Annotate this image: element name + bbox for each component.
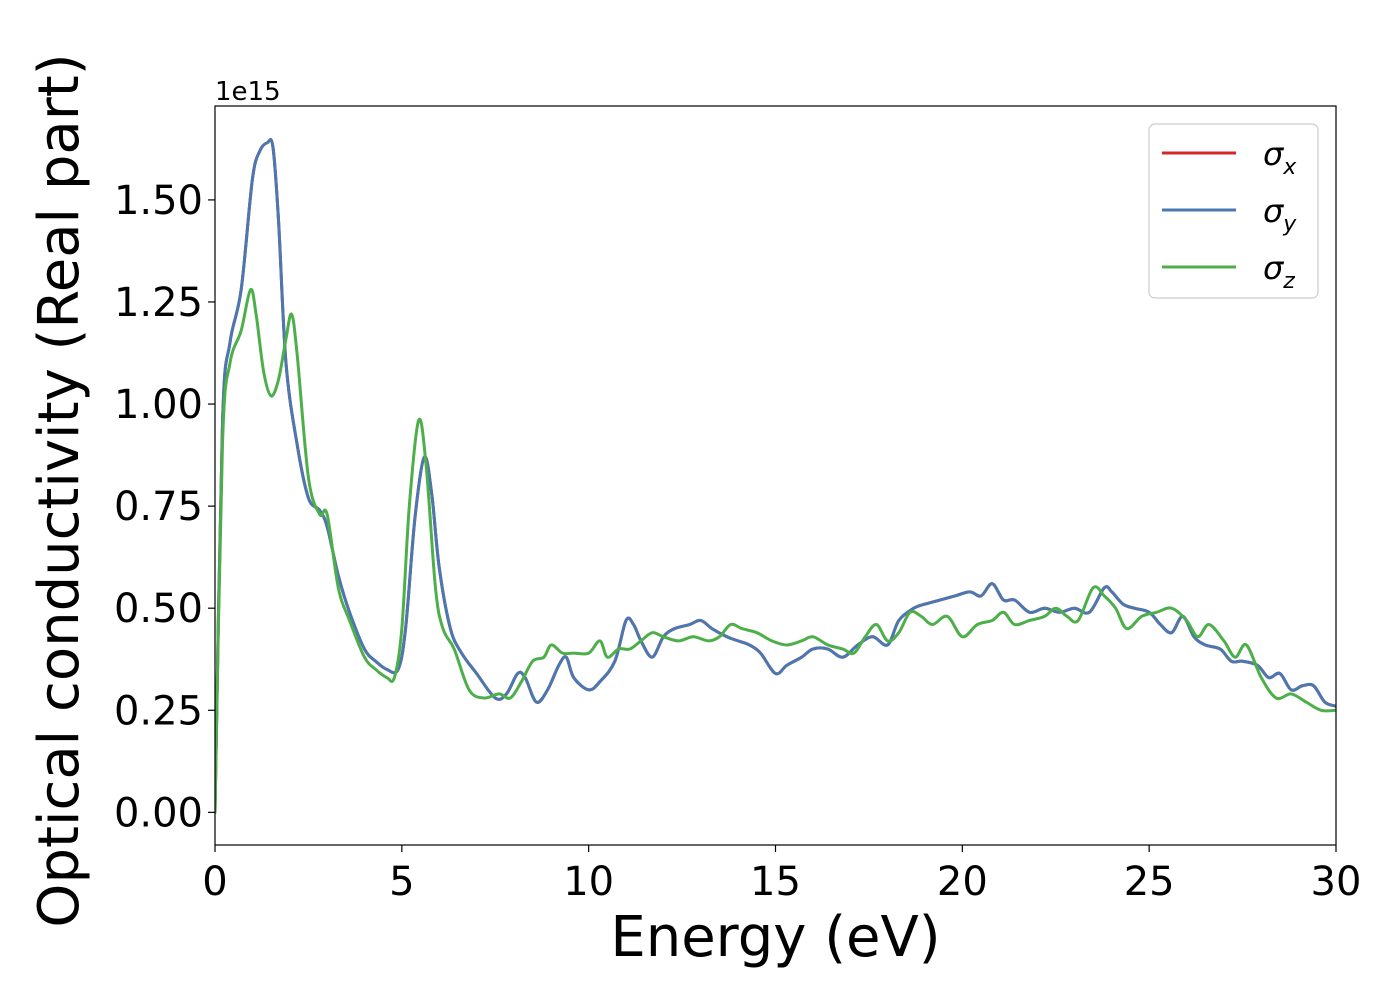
x-tick-label: 25 xyxy=(1124,859,1175,905)
legend-entry-z: σz xyxy=(1162,249,1295,294)
y-tick-label: 1.50 xyxy=(114,178,203,224)
legend-label: σz xyxy=(1263,249,1295,294)
x-tick-label: 0 xyxy=(202,859,227,905)
legend-label: σx xyxy=(1263,135,1297,180)
series-lines xyxy=(215,138,1336,814)
legend: σx σy σz xyxy=(1148,123,1319,299)
y-tick-label: 0.25 xyxy=(114,688,203,734)
y-tick-label: 0.50 xyxy=(114,586,203,632)
series-line-z xyxy=(215,287,1336,814)
x-tick-label: 20 xyxy=(937,859,988,905)
x-tick-label: 30 xyxy=(1311,859,1362,905)
legend-label: σy xyxy=(1263,192,1297,237)
y-tick-label: 0.00 xyxy=(114,790,203,836)
x-tick-label: 10 xyxy=(563,859,614,905)
y-axis-title: Optical conductivity (Real part) xyxy=(27,53,92,927)
y-tick-label: 1.25 xyxy=(114,280,203,326)
y-axis-offset-label: 1e15 xyxy=(215,77,281,107)
y-tick-label: 1.00 xyxy=(114,382,203,428)
y-axis-ticks: 0.00 0.25 0.50 0.75 1.00 1.25 1.50 xyxy=(114,178,215,836)
x-axis-title: Energy (eV) xyxy=(610,905,940,970)
x-tick-label: 5 xyxy=(389,859,414,905)
x-axis-ticks: 0 5 10 15 20 25 30 xyxy=(202,845,1361,905)
y-tick-label: 0.75 xyxy=(114,484,203,530)
legend-entry-x: σx xyxy=(1162,135,1297,180)
x-tick-label: 15 xyxy=(750,859,801,905)
legend-entry-y: σy xyxy=(1162,192,1297,237)
series-line-y xyxy=(215,138,1336,814)
